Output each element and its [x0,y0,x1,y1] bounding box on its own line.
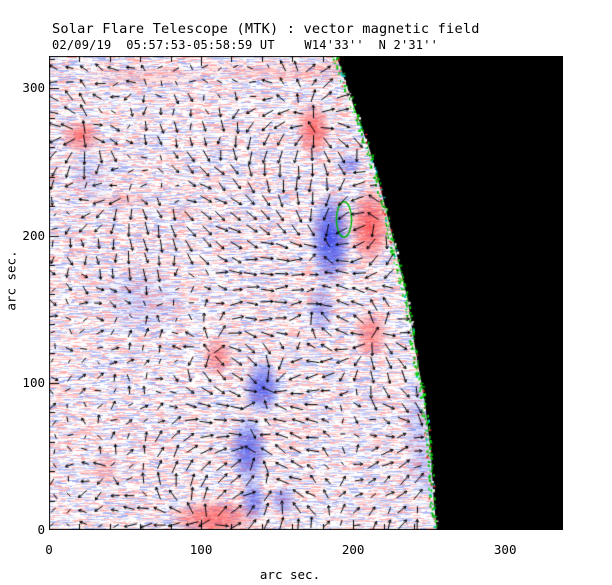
y-tick-label: 0 [37,522,45,537]
x-tick-label: 100 [189,542,213,557]
x-tick-label: 300 [493,542,517,557]
x-tick-label: 0 [45,542,53,557]
plot-area [49,56,563,530]
y-axis-title: arc sec. [3,250,19,311]
y-tick-label: 100 [22,374,45,390]
magnetogram-canvas [49,56,563,530]
y-tick-label: 200 [22,227,45,243]
x-axis-title: arc sec. [259,567,321,582]
figure-title: Solar Flare Telescope (MTK) : vector mag… [52,21,480,37]
y-tick-label: 300 [22,80,45,96]
figure-subtitle: 02/09/19 05:57:53-05:58:59 UT W14'33'' N… [52,38,439,52]
x-tick-label: 200 [341,542,365,557]
